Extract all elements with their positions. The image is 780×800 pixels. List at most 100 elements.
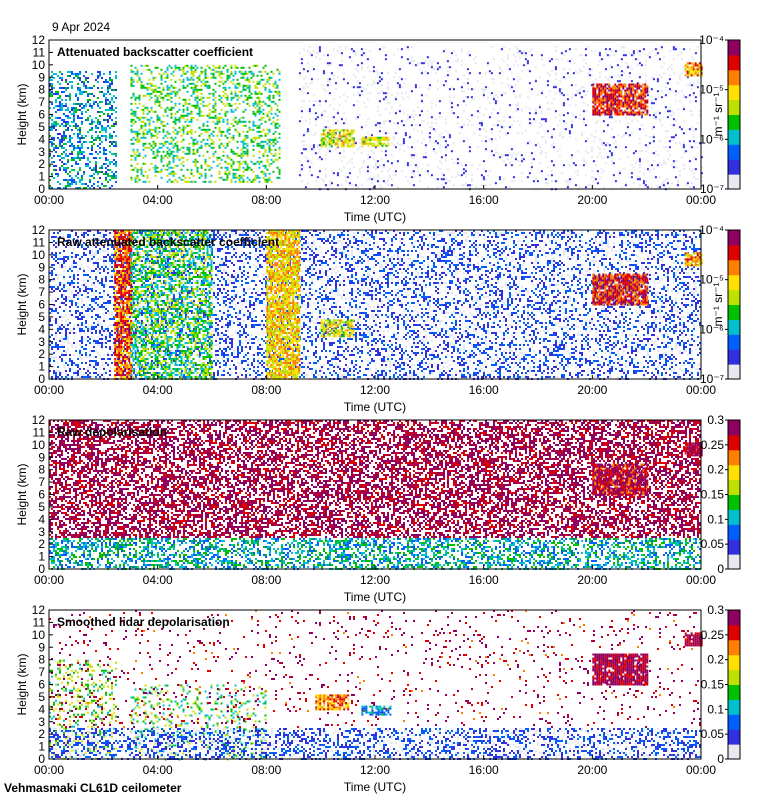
colorbar: 0 0.05 0.1 0.15 0.2 0.25 0.3 <box>701 413 741 576</box>
panel-title: Raw depolarisation <box>57 425 167 439</box>
y-axis-label: Height (km) <box>15 83 29 145</box>
feature-4 <box>684 442 703 457</box>
x-tick-label: 12:00 <box>360 573 390 587</box>
feature-8 <box>684 632 703 647</box>
feature-5 <box>315 694 350 711</box>
x-tick-label: 12:00 <box>360 193 390 207</box>
feature-7 <box>684 252 703 267</box>
y-axis-label: Height (km) <box>15 273 29 335</box>
y-tick-label: 10 <box>32 438 46 452</box>
colorbar-tick-label: 10⁻⁷ <box>700 182 724 196</box>
colorbar-tick-label: 0.15 <box>701 678 725 692</box>
y-tick-label: 8 <box>38 83 45 97</box>
y-axis-label: Height (km) <box>15 653 29 715</box>
y-tick-label: 11 <box>33 235 46 249</box>
y-tick-label: 1 <box>38 170 45 184</box>
y-tick-label: 1 <box>38 550 45 564</box>
x-tick-label: 20:00 <box>577 383 607 397</box>
y-tick-label: 4 <box>38 702 45 716</box>
x-tick-label: 00:00 <box>34 763 64 777</box>
feature-3 <box>298 46 703 191</box>
heatmap-cells <box>49 610 703 761</box>
x-tick-label: 08:00 <box>251 763 281 777</box>
y-tick-label: 7 <box>38 285 45 299</box>
colorbar-tick-label: 0 <box>717 752 724 766</box>
colorbar-tick-label: 0.25 <box>701 628 725 642</box>
y-tick-label: 3 <box>38 525 45 539</box>
feature-7 <box>684 62 703 77</box>
y-tick-label: 12 <box>32 223 46 237</box>
x-tick-label: 08:00 <box>251 193 281 207</box>
heatmap-cells <box>49 420 703 570</box>
feature-6 <box>592 273 649 306</box>
colorbar-frame <box>727 229 741 380</box>
panel-title: Raw attenuated backscatter coefficient <box>57 235 279 249</box>
colorbar-tick-label: 0.05 <box>701 537 725 551</box>
feature-1 <box>49 420 701 538</box>
site-label: Vehmasmaki CL61D ceilometer <box>4 781 181 795</box>
y-tick-label: 6 <box>38 108 45 122</box>
y-tick-label: 10 <box>32 58 46 72</box>
y-tick-label: 7 <box>38 475 45 489</box>
feature-2 <box>49 538 701 570</box>
colorbar-tick-label: 0.15 <box>701 488 725 502</box>
y-tick-label: 8 <box>38 273 45 287</box>
y-tick-label: 2 <box>38 157 45 171</box>
feature-3 <box>49 728 701 760</box>
y-tick-label: 9 <box>38 450 45 464</box>
y-tick-label: 3 <box>38 145 45 159</box>
y-tick-label: 8 <box>38 653 45 667</box>
x-tick-label: 12:00 <box>360 763 390 777</box>
colorbar-tick-label: 10⁻⁶ <box>699 322 724 336</box>
panel-title: Smoothed lidar depolarisation <box>57 615 230 629</box>
x-tick-label: 04:00 <box>143 573 173 587</box>
colorbar-tick-label: 0.1 <box>707 702 724 716</box>
y-tick-label: 0 <box>38 372 45 386</box>
heatmap-cells <box>49 46 703 191</box>
y-tick-label: 11 <box>33 45 46 59</box>
y-tick-label: 2 <box>38 347 45 361</box>
x-tick-label: 00:00 <box>34 383 64 397</box>
panel-title: Attenuated backscatter coefficient <box>57 45 253 59</box>
y-tick-label: 9 <box>38 640 45 654</box>
colorbar-tick-label: 10⁻⁴ <box>699 33 724 47</box>
x-tick-label: 04:00 <box>143 383 173 397</box>
colorbar: 0 0.05 0.1 0.15 0.2 0.25 0.3 <box>701 603 741 766</box>
y-tick-label: 5 <box>38 690 45 704</box>
x-tick-label: 08:00 <box>251 383 281 397</box>
feature-6 <box>361 705 392 716</box>
y-tick-label: 3 <box>38 335 45 349</box>
x-tick-label: 00:00 <box>686 763 716 777</box>
x-tick-label: 00:00 <box>34 193 64 207</box>
y-tick-label: 12 <box>32 413 46 427</box>
x-axis-label: Time (UTC) <box>344 590 406 604</box>
x-tick-label: 00:00 <box>686 383 716 397</box>
y-tick-label: 7 <box>38 95 45 109</box>
colorbar-tick-label: 10⁻⁵ <box>699 273 724 287</box>
x-tick-label: 00:00 <box>34 573 64 587</box>
y-tick-label: 5 <box>38 500 45 514</box>
y-tick-label: 10 <box>32 248 46 262</box>
x-tick-label: 16:00 <box>469 573 499 587</box>
x-tick-label: 00:00 <box>686 573 716 587</box>
y-tick-label: 11 <box>33 615 46 629</box>
y-tick-label: 6 <box>38 488 45 502</box>
colorbar-tick-label: 0.1 <box>707 512 724 526</box>
colorbar-tick-label: 0.2 <box>707 463 724 477</box>
y-tick-label: 0 <box>38 752 45 766</box>
colorbar: 10⁻⁷ 10⁻⁶ 10⁻⁵ 10⁻⁴ m⁻¹ sr⁻¹ <box>699 33 741 196</box>
y-tick-label: 10 <box>32 628 46 642</box>
y-tick-label: 6 <box>38 298 45 312</box>
y-tick-label: 9 <box>38 70 45 84</box>
feature-1 <box>49 71 117 189</box>
colorbar-tick-label: 0.3 <box>707 603 724 617</box>
y-tick-label: 4 <box>38 512 45 526</box>
y-tick-label: 1 <box>38 360 45 374</box>
x-tick-label: 16:00 <box>469 383 499 397</box>
x-tick-label: 20:00 <box>577 193 607 207</box>
colorbar: 10⁻⁷ 10⁻⁶ 10⁻⁵ 10⁻⁴ m⁻¹ sr⁻¹ <box>699 223 741 386</box>
x-tick-label: 20:00 <box>577 573 607 587</box>
